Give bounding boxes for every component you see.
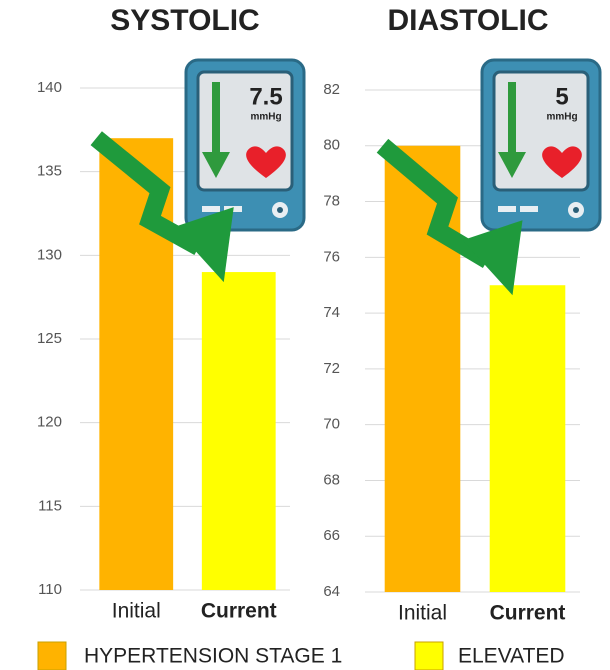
- monitor-button: [202, 206, 220, 212]
- trend-arrow-head: [173, 207, 234, 283]
- heart-icon: [542, 146, 582, 178]
- y-tick-label: 135: [37, 163, 62, 180]
- y-tick-label: 66: [323, 527, 340, 544]
- legend-swatch: [414, 641, 444, 670]
- drop-unit: mmHg: [546, 112, 577, 123]
- x-tick-label: Current: [201, 600, 277, 623]
- y-tick-label: 68: [323, 471, 340, 488]
- y-tick-label: 78: [323, 193, 340, 210]
- down-arrow-icon: [202, 82, 230, 178]
- down-arrow-icon: [498, 82, 526, 178]
- y-tick-label: 120: [37, 414, 62, 431]
- y-tick-label: 82: [323, 81, 340, 98]
- trend-arrow: [90, 131, 204, 255]
- x-tick-label: Initial: [398, 602, 447, 625]
- bar: [489, 285, 566, 592]
- x-tick-label: Current: [490, 602, 566, 625]
- y-tick-label: 80: [323, 137, 340, 154]
- y-tick-label: 74: [323, 304, 340, 321]
- drop-value: 5: [555, 83, 568, 110]
- drop-value: 7.5: [249, 83, 282, 110]
- y-tick-label: 140: [37, 79, 62, 96]
- bp-monitor-icon: 5 mmHg: [480, 58, 602, 232]
- monitor-knob-center: [573, 207, 579, 213]
- legend-label: HYPERTENSION STAGE 1: [84, 645, 342, 668]
- y-tick-label: 64: [323, 583, 340, 600]
- y-tick-label: 110: [38, 581, 62, 598]
- heart-icon: [246, 146, 286, 178]
- monitor-knob-center: [277, 207, 283, 213]
- chart-title: DIASTOLIC: [387, 4, 548, 37]
- monitor-button: [520, 206, 538, 212]
- drop-unit: mmHg: [250, 112, 281, 123]
- bar: [201, 272, 276, 590]
- x-tick-label: Initial: [112, 600, 161, 623]
- y-tick-label: 72: [323, 360, 340, 377]
- y-tick-label: 115: [38, 497, 62, 514]
- y-tick-label: 130: [37, 246, 62, 263]
- chart-title: SYSTOLIC: [110, 4, 259, 37]
- trend-arrow-head: [462, 220, 523, 296]
- legend-label: ELEVATED: [458, 645, 565, 668]
- y-tick-label: 70: [323, 416, 340, 433]
- bp-monitor-icon: 7.5 mmHg: [184, 58, 306, 232]
- legend-swatch: [37, 641, 67, 670]
- trend-arrow: [376, 138, 493, 268]
- monitor-button: [498, 206, 516, 212]
- y-tick-label: 125: [37, 330, 62, 347]
- y-tick-label: 76: [323, 248, 340, 265]
